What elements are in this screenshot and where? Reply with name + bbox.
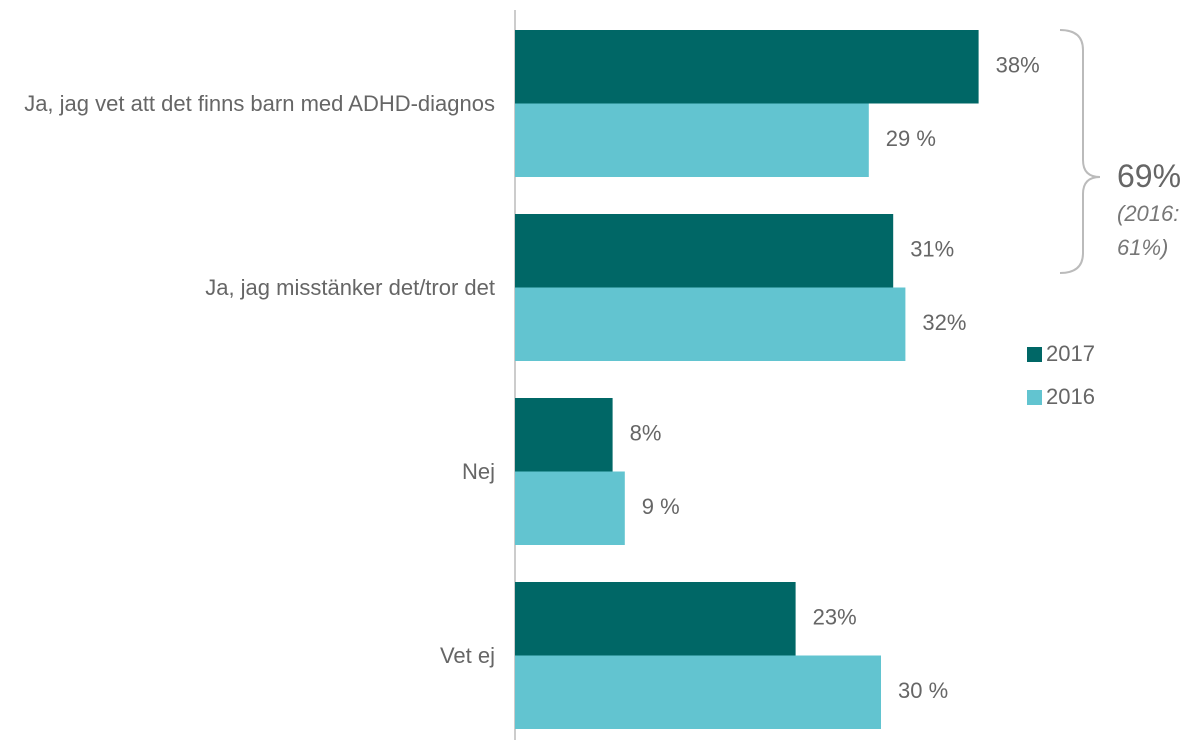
legend-label: 2017 [1046,341,1095,366]
legend-swatch [1027,390,1042,405]
annotation-value: 69% [1117,158,1182,194]
legend-label: 2016 [1046,384,1095,409]
data-label: 9 % [642,494,680,519]
bracket [1059,29,1101,274]
data-label: 23% [813,605,857,630]
bar [515,582,796,656]
data-label: 8% [630,421,662,446]
bar [515,103,869,177]
data-label: 29 % [886,126,936,151]
category-label: Ja, jag vet att det finns barn med ADHD-… [24,90,495,116]
category-label: Ja, jag misstänker det/tror det [205,274,495,300]
bar [515,30,979,104]
bar [515,214,894,288]
bar [515,471,625,545]
bar [515,398,613,472]
annotation-note: (2016: 61%) [1117,201,1180,260]
data-label: 31% [910,237,954,262]
legend-swatch [1027,347,1042,362]
bar [515,287,906,361]
category-label: Nej [461,458,495,484]
data-label: 30 % [898,678,948,703]
data-label: 38% [996,53,1040,78]
bar [515,655,881,729]
data-label: 32% [922,310,966,335]
category-label: Vet ej [439,642,495,668]
